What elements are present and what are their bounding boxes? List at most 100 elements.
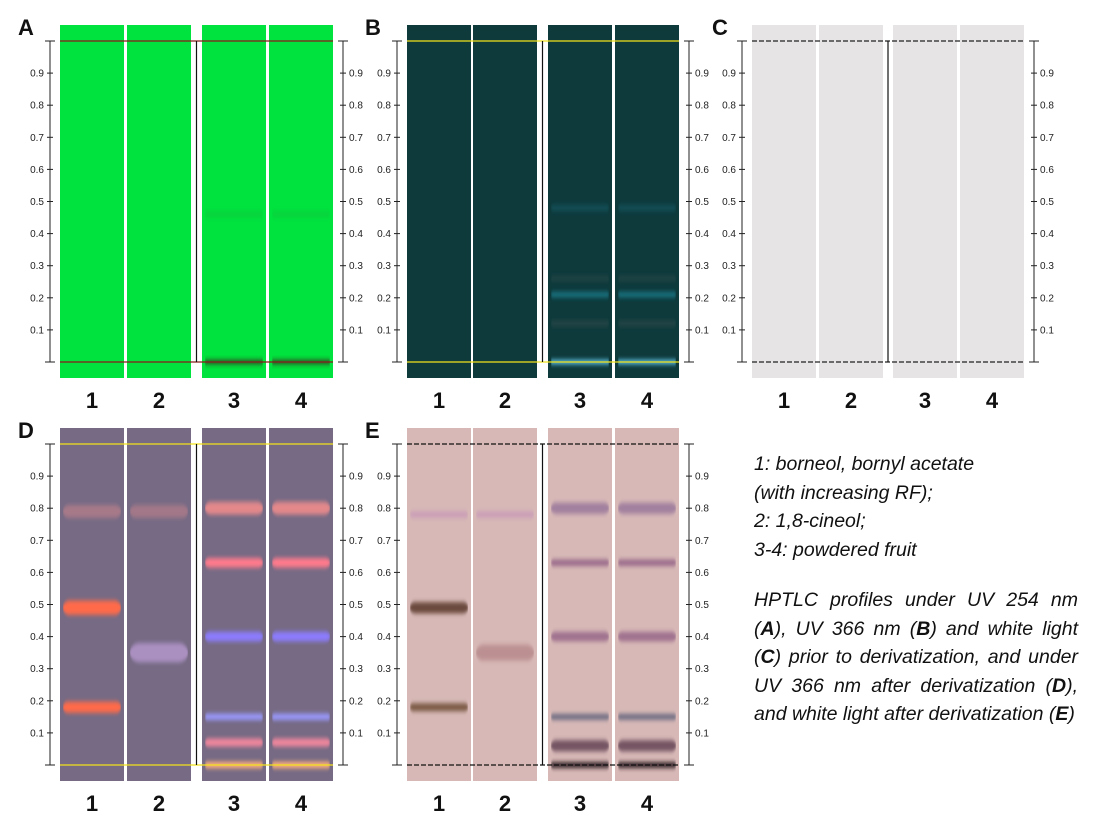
band (272, 557, 330, 568)
band (410, 602, 468, 614)
rf-tick-label: 0.8 (722, 101, 736, 112)
rf-tick-label: 0.9 (30, 69, 44, 80)
lane-label: 4 (295, 791, 308, 816)
panel-a: 0.1 0.2 0.3 0.4 0.5 0.6 0.7 0.8 0.9 0.1 0.2 0.3 0.4 0… (18, 15, 363, 413)
band (618, 275, 676, 282)
rf-tick-label: 0.9 (695, 69, 709, 80)
rf-tick-label: 0.4 (695, 632, 709, 643)
rf-tick-label: 0.5 (349, 600, 363, 611)
band (205, 631, 263, 642)
band (551, 275, 609, 282)
band (476, 511, 534, 518)
band (272, 211, 330, 218)
figure-caption: 1: borneol, bornyl acetate (with increas… (754, 450, 1078, 729)
rf-tick-label: 0.8 (695, 101, 709, 112)
rf-tick-label: 0.7 (377, 133, 391, 144)
rf-tick-label: 0.5 (722, 197, 736, 208)
legend-line: 1: borneol, bornyl acetate (754, 453, 975, 475)
plate-lane (615, 25, 679, 378)
rf-tick-label: 0.8 (30, 504, 44, 515)
rf-tick-label: 0.6 (30, 165, 44, 176)
plate-lane (548, 25, 612, 378)
plate-lane (548, 428, 612, 781)
lane-label: 3 (228, 388, 240, 413)
rf-tick-label: 0.5 (349, 197, 363, 208)
rf-tick-label: 0.8 (349, 504, 363, 515)
plate-lane (269, 25, 333, 378)
panel-letter: D (18, 418, 34, 443)
rf-tick-label: 0.6 (695, 568, 709, 579)
lane-label: 3 (228, 791, 240, 816)
rf-tick-label: 0.3 (30, 261, 44, 272)
rf-tick-label: 0.8 (1040, 101, 1054, 112)
rf-tick-label: 0.8 (349, 101, 363, 112)
rf-tick-label: 0.1 (722, 325, 736, 336)
rf-tick-label: 0.3 (695, 261, 709, 272)
rf-tick-label: 0.2 (349, 293, 363, 304)
rf-tick-label: 0.1 (695, 325, 709, 336)
band (272, 738, 330, 747)
lane-label: 2 (845, 388, 857, 413)
rf-tick-label: 0.1 (30, 728, 44, 739)
lane-label: 1 (86, 388, 98, 413)
band (618, 559, 676, 566)
rf-tick-label: 0.2 (695, 696, 709, 707)
rf-tick-label: 0.2 (377, 696, 391, 707)
rf-tick-label: 0.4 (30, 229, 44, 240)
panel-letter: C (712, 15, 728, 40)
rf-tick-label: 0.9 (349, 69, 363, 80)
rf-tick-label: 0.5 (30, 197, 44, 208)
lane-label: 1 (86, 791, 98, 816)
rf-tick-label: 0.3 (1040, 261, 1054, 272)
band (205, 738, 263, 747)
band (272, 713, 330, 721)
rf-tick-label: 0.6 (377, 165, 391, 176)
band (618, 502, 676, 514)
band (551, 713, 609, 720)
band (618, 631, 676, 642)
rf-tick-label: 0.1 (695, 728, 709, 739)
rf-tick-label: 0.8 (377, 504, 391, 515)
rf-tick-label: 0.1 (349, 325, 363, 336)
band (63, 504, 121, 518)
rf-tick-label: 0.2 (1040, 293, 1054, 304)
band (551, 740, 609, 752)
plate-lane (473, 25, 537, 378)
plate-lane (202, 428, 266, 781)
rf-tick-label: 0.4 (695, 229, 709, 240)
rf-tick-label: 0.2 (30, 696, 44, 707)
lane-label: 1 (433, 388, 445, 413)
legend-line: 3-4: powdered fruit (754, 538, 917, 561)
rf-tick-label: 0.7 (695, 133, 709, 144)
rf-tick-label: 0.1 (30, 325, 44, 336)
plate-lane (202, 25, 266, 378)
band (551, 559, 609, 566)
rf-tick-label: 0.1 (349, 728, 363, 739)
rf-tick-label: 0.5 (1040, 197, 1054, 208)
band (618, 291, 676, 298)
lane-label: 2 (499, 791, 511, 816)
band (205, 713, 263, 721)
plate-lane (473, 428, 537, 781)
plate-lane (60, 25, 124, 378)
rf-tick-label: 0.7 (695, 536, 709, 547)
plate-lane (269, 428, 333, 781)
rf-tick-label: 0.4 (349, 229, 363, 240)
rf-tick-label: 0.9 (722, 69, 736, 80)
rf-tick-label: 0.6 (377, 568, 391, 579)
band (272, 631, 330, 642)
band (476, 644, 534, 661)
rf-tick-label: 0.7 (30, 536, 44, 547)
rf-tick-label: 0.3 (377, 261, 391, 272)
band (551, 320, 609, 327)
rf-tick-label: 0.5 (377, 600, 391, 611)
band (272, 501, 330, 515)
rf-tick-label: 0.4 (30, 632, 44, 643)
rf-tick-label: 0.7 (722, 133, 736, 144)
plate-lane (893, 25, 957, 378)
rf-tick-label: 0.4 (1040, 229, 1054, 240)
band (410, 511, 468, 518)
lane-label: 3 (574, 388, 586, 413)
rf-tick-label: 0.1 (377, 728, 391, 739)
